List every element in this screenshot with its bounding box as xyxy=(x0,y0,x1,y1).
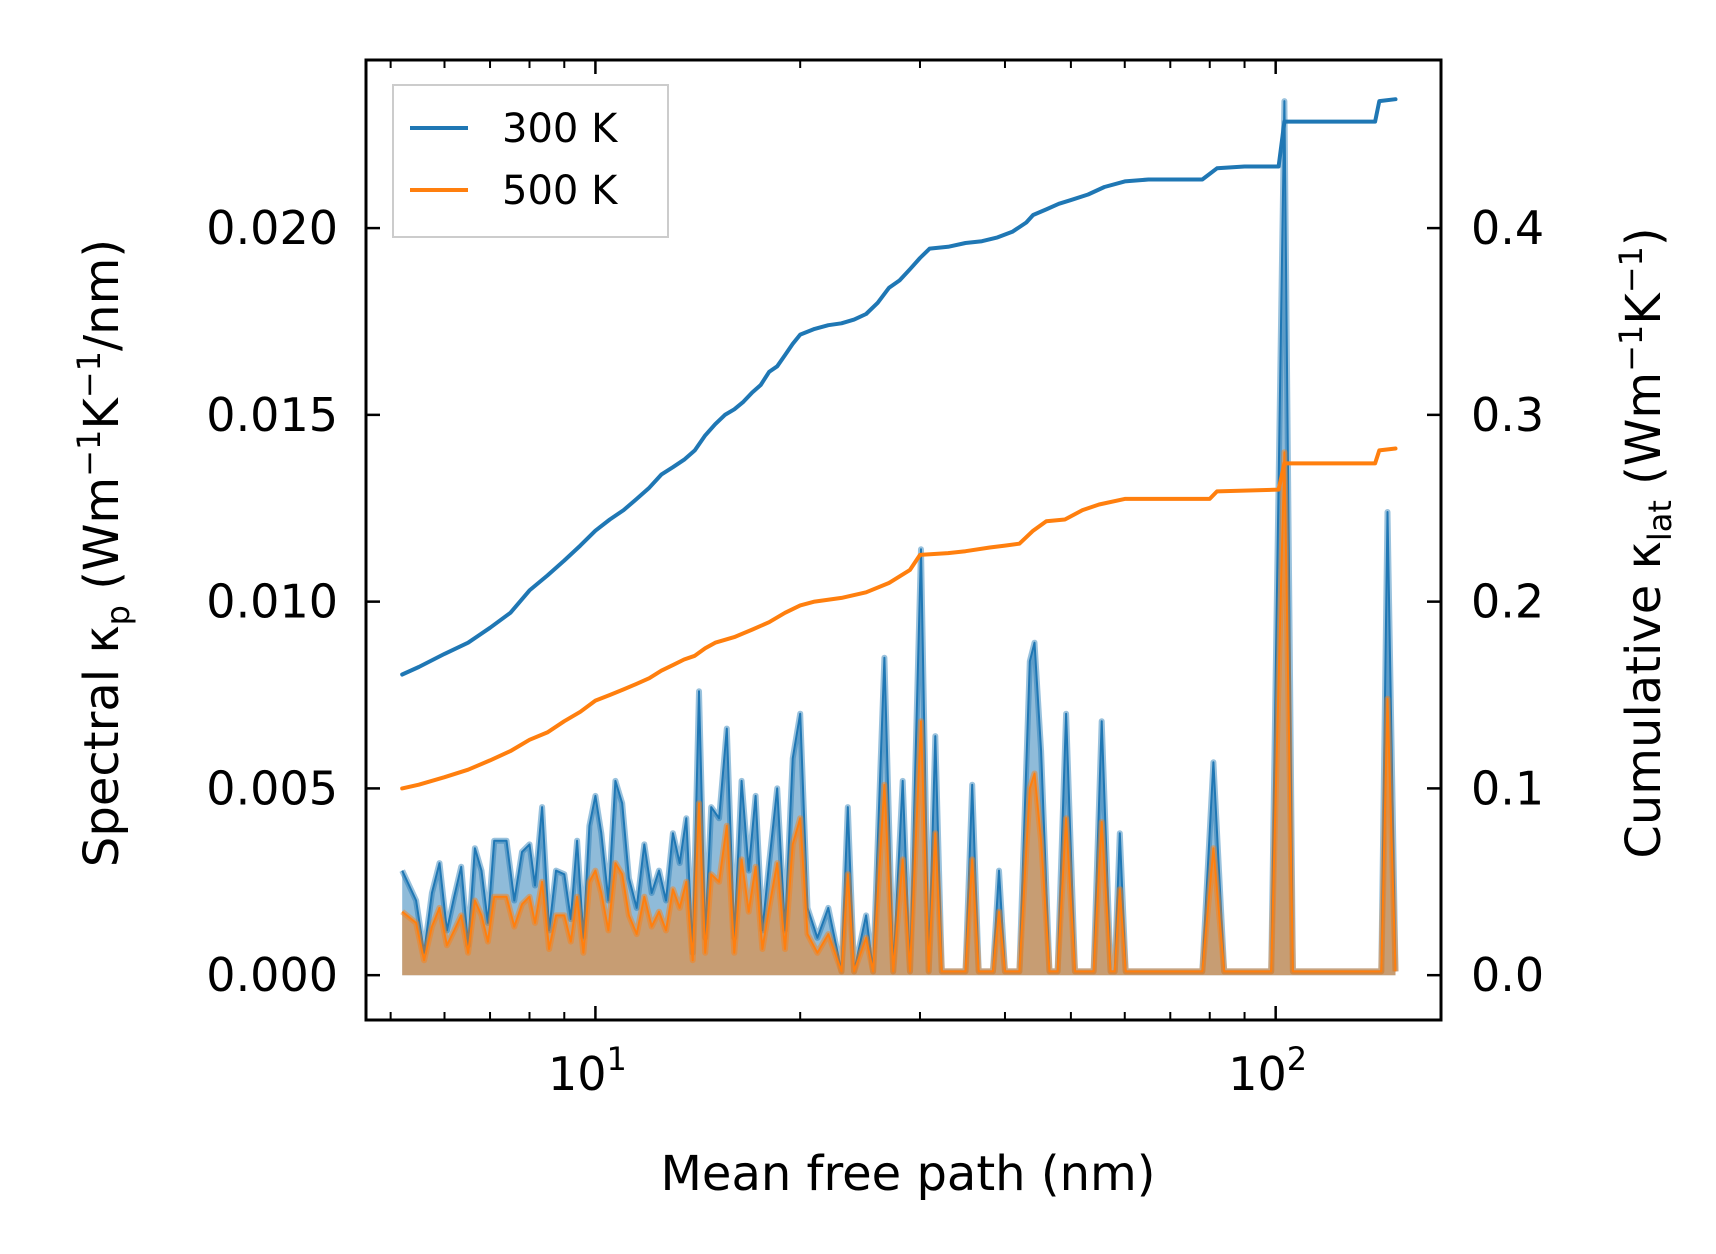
legend-label-500k: 500 K xyxy=(502,168,619,214)
left-y-tick-label-0.015: 0.015 xyxy=(206,388,338,442)
plot-frame xyxy=(364,58,1443,1022)
left-y-tick-label-0.000: 0.000 xyxy=(206,948,338,1002)
right-y-axis-label: Cumulative κlat (Wm−1K−1) xyxy=(1612,227,1679,858)
x-tick-label-10: 101 xyxy=(548,1040,627,1101)
area-300-k-spectral xyxy=(402,101,1396,976)
cumulative-series-layer xyxy=(400,97,1398,791)
right-y-tick-label-0.0: 0.0 xyxy=(1471,948,1544,1002)
right-y-tick-label-0.4: 0.4 xyxy=(1471,201,1544,255)
line-500-k-spectral xyxy=(401,451,1397,973)
line-300-k-spectral xyxy=(401,100,1397,973)
x-tick-label-100: 102 xyxy=(1228,1040,1307,1101)
legend-label-300k: 300 K xyxy=(502,106,619,152)
legend-box xyxy=(392,84,669,238)
left-y-tick-label-0.020: 0.020 xyxy=(206,201,338,255)
legend: 300 K 500 K xyxy=(392,84,669,238)
line-500-k-cumulative xyxy=(400,446,1398,791)
right-y-tick-label-0.1: 0.1 xyxy=(1471,761,1544,815)
left-y-tick-label-0.010: 0.010 xyxy=(206,575,338,629)
left-y-tick-label-0.005: 0.005 xyxy=(206,761,338,815)
area-500-k-spectral xyxy=(402,452,1396,976)
spectral-series-layer xyxy=(399,98,1399,976)
tick-labels-layer: 101 102 0.000 0.005 0.010 0.015 0.020 0.0 0.1 0.2… xyxy=(206,201,1544,1101)
ticks-layer xyxy=(366,60,1441,1020)
right-y-tick-label-0.3: 0.3 xyxy=(1471,388,1544,442)
x-axis-label: Mean free path (nm) xyxy=(661,1146,1156,1202)
line-300-k-cumulative xyxy=(400,97,1398,677)
left-y-axis-label: Spectral κp (Wm−1K−1/nm) xyxy=(70,239,137,867)
right-y-tick-label-0.2: 0.2 xyxy=(1471,575,1544,629)
